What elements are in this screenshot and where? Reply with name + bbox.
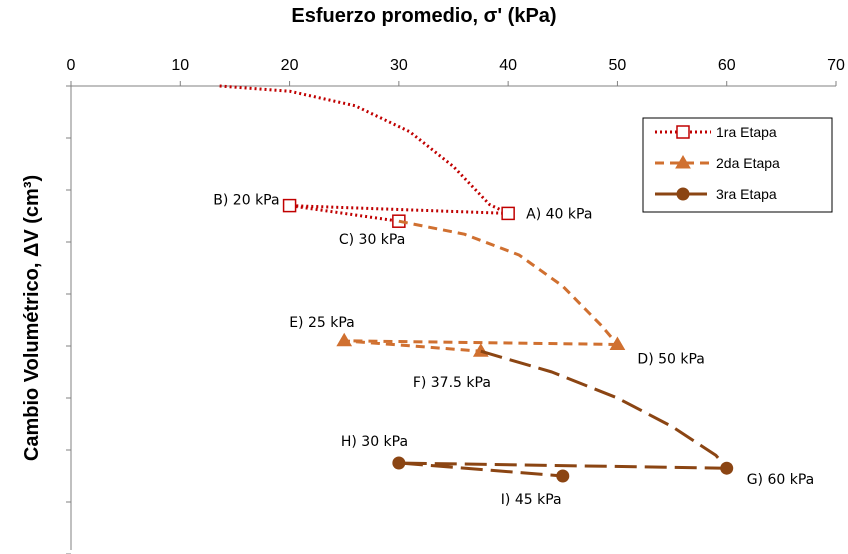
- series-curve: [398, 219, 619, 346]
- data-point: [336, 332, 353, 347]
- point-label: B) 20 kPa: [213, 193, 279, 209]
- data-point: [282, 198, 297, 213]
- point-label: I) 45 kPa: [501, 492, 562, 508]
- legend: 1ra Etapa 2da Etapa 3ra Etapa: [642, 117, 833, 213]
- x-tick-label: 0: [67, 57, 76, 74]
- x-tick-label: 40: [499, 57, 517, 74]
- y-axis-ticks: [66, 85, 71, 554]
- point-label: E) 25 kPa: [289, 315, 355, 331]
- series-curve: [219, 84, 509, 215]
- x-tick-label: 10: [171, 57, 189, 74]
- series-path: [398, 461, 727, 478]
- data-point: [392, 456, 406, 470]
- data-point: [720, 461, 734, 475]
- legend-label: 3ra Etapa: [716, 186, 777, 202]
- x-axis-ticks: 0 10 20 30 40 50 60 70: [67, 57, 845, 87]
- legend-label: 1ra Etapa: [716, 124, 777, 140]
- legend-marker: [676, 187, 690, 201]
- x-tick-label: 20: [281, 57, 299, 74]
- point-label: G) 60 kPa: [747, 472, 815, 488]
- data-point: [609, 336, 626, 350]
- x-tick-label: 30: [390, 57, 408, 74]
- point-label: A) 40 kPa: [526, 206, 592, 222]
- series-layer: [219, 84, 734, 483]
- legend-marker: [675, 155, 691, 169]
- x-tick-label: 60: [718, 57, 736, 74]
- x-axis-title: Esfuerzo promedio, σ' (kPa): [291, 5, 556, 27]
- data-point: [501, 206, 515, 221]
- point-labels: A) 40 kPa B) 20 kPa C) 30 kPa D) 50 kPa E) 2…: [213, 193, 814, 508]
- point-label: D) 50 kPa: [637, 351, 704, 367]
- legend-box: [642, 117, 833, 213]
- legend-label: 2da Etapa: [716, 155, 780, 171]
- point-label: F) 37.5 kPa: [413, 375, 491, 391]
- y-axis-title: Cambio Volumétrico, ΔV (cm³): [21, 175, 43, 461]
- x-tick-label: 50: [609, 57, 627, 74]
- point-label: H) 30 kPa: [341, 434, 408, 450]
- data-point: [556, 469, 570, 483]
- x-tick-label: 70: [827, 57, 845, 74]
- point-label: C) 30 kPa: [339, 232, 405, 248]
- series-curve: [480, 349, 728, 470]
- legend-marker: [676, 125, 690, 139]
